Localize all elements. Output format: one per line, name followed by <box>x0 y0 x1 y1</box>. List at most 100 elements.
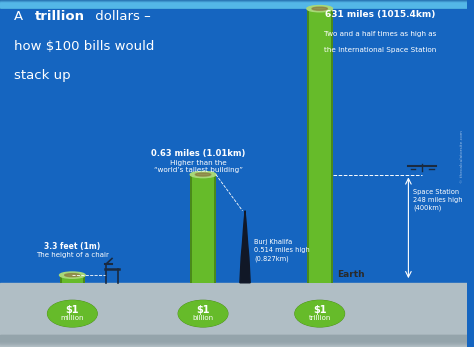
Text: trillion: trillion <box>35 10 85 23</box>
Bar <box>0 1 467 5</box>
Text: stack up: stack up <box>14 69 71 82</box>
Ellipse shape <box>48 301 97 327</box>
Bar <box>307 9 333 283</box>
Bar <box>0 1 467 5</box>
Bar <box>83 275 85 283</box>
Ellipse shape <box>295 301 344 327</box>
Text: $1: $1 <box>65 305 79 315</box>
Bar <box>0 0 467 4</box>
Bar <box>0 1 467 4</box>
Bar <box>0 2 467 6</box>
Bar <box>0 0 467 4</box>
Ellipse shape <box>312 7 328 10</box>
Bar <box>0 1 467 4</box>
Bar <box>0 3 467 6</box>
Bar <box>190 175 192 283</box>
Bar <box>0 0 467 4</box>
Bar <box>0 339 467 346</box>
Bar <box>0 3 467 7</box>
Bar <box>0 3 467 6</box>
Bar <box>0 1 467 5</box>
Bar <box>0 3 467 7</box>
Text: $1: $1 <box>313 305 327 315</box>
Bar <box>0 2 467 5</box>
Bar <box>0 2 467 6</box>
Text: million: million <box>61 315 84 321</box>
Bar <box>0 1 467 4</box>
Bar <box>0 3 467 7</box>
Text: A: A <box>14 10 27 23</box>
Bar <box>0 2 467 6</box>
Bar <box>0 341 467 347</box>
Text: Higher than the: Higher than the <box>170 160 227 166</box>
Text: how $100 bills would: how $100 bills would <box>14 40 155 53</box>
Bar <box>0 0 467 4</box>
Ellipse shape <box>64 273 80 277</box>
Bar <box>0 2 467 6</box>
Bar <box>0 2 467 6</box>
Bar <box>0 335 467 341</box>
Bar <box>0 2 467 6</box>
Bar <box>0 1 467 5</box>
Bar <box>0 1 467 5</box>
Bar <box>190 175 216 283</box>
Bar <box>0 337 467 344</box>
Bar <box>0 3 467 7</box>
Bar <box>0 1 467 4</box>
Bar <box>0 2 467 5</box>
Bar <box>0 1 467 5</box>
Bar <box>0 3 467 7</box>
Bar <box>0 3 467 7</box>
Bar <box>0 1 467 5</box>
Bar <box>0 0 467 4</box>
Ellipse shape <box>307 6 333 12</box>
Ellipse shape <box>195 173 211 176</box>
Text: © thecalculatorsite.com: © thecalculatorsite.com <box>460 130 465 183</box>
Bar <box>60 275 85 283</box>
Text: 0.63 miles (1.01km): 0.63 miles (1.01km) <box>151 149 246 158</box>
Bar <box>0 2 467 6</box>
Text: The height of a chair: The height of a chair <box>36 252 109 258</box>
Bar <box>0 2 467 6</box>
Bar <box>0 3 467 7</box>
Bar <box>0 338 467 345</box>
Text: “world’s tallest building”: “world’s tallest building” <box>154 167 243 173</box>
Bar <box>0 2 467 6</box>
Bar <box>0 3 467 6</box>
Bar <box>0 2 467 6</box>
Bar <box>0 1 467 5</box>
Bar <box>0 0 467 4</box>
Bar <box>0 3 467 7</box>
Bar <box>0 3 467 7</box>
Text: $1: $1 <box>196 305 210 315</box>
Bar <box>0 1 467 5</box>
Bar <box>0 1 467 5</box>
Text: Earth: Earth <box>337 270 365 279</box>
Bar <box>0 3 467 7</box>
Bar <box>0 1 467 5</box>
Bar <box>0 2 467 5</box>
Bar <box>60 275 62 283</box>
Bar <box>0 1 467 5</box>
Bar <box>0 2 467 6</box>
Ellipse shape <box>60 272 85 278</box>
Ellipse shape <box>179 301 228 327</box>
Bar <box>0 0 467 4</box>
Bar <box>0 283 467 347</box>
Bar <box>0 337 467 343</box>
Bar <box>0 2 467 5</box>
Bar <box>0 1 467 4</box>
Bar <box>0 2 467 5</box>
Bar <box>0 0 467 3</box>
Text: Two and a half times as high as: Two and a half times as high as <box>324 31 437 37</box>
Text: trillion: trillion <box>309 315 331 321</box>
Bar <box>0 3 467 6</box>
Bar <box>0 3 467 6</box>
Bar <box>0 339 467 345</box>
Bar <box>0 336 467 342</box>
Bar <box>0 3 467 7</box>
Ellipse shape <box>190 171 216 178</box>
Bar <box>0 1 467 5</box>
Bar <box>0 3 467 7</box>
Bar <box>0 1 467 5</box>
